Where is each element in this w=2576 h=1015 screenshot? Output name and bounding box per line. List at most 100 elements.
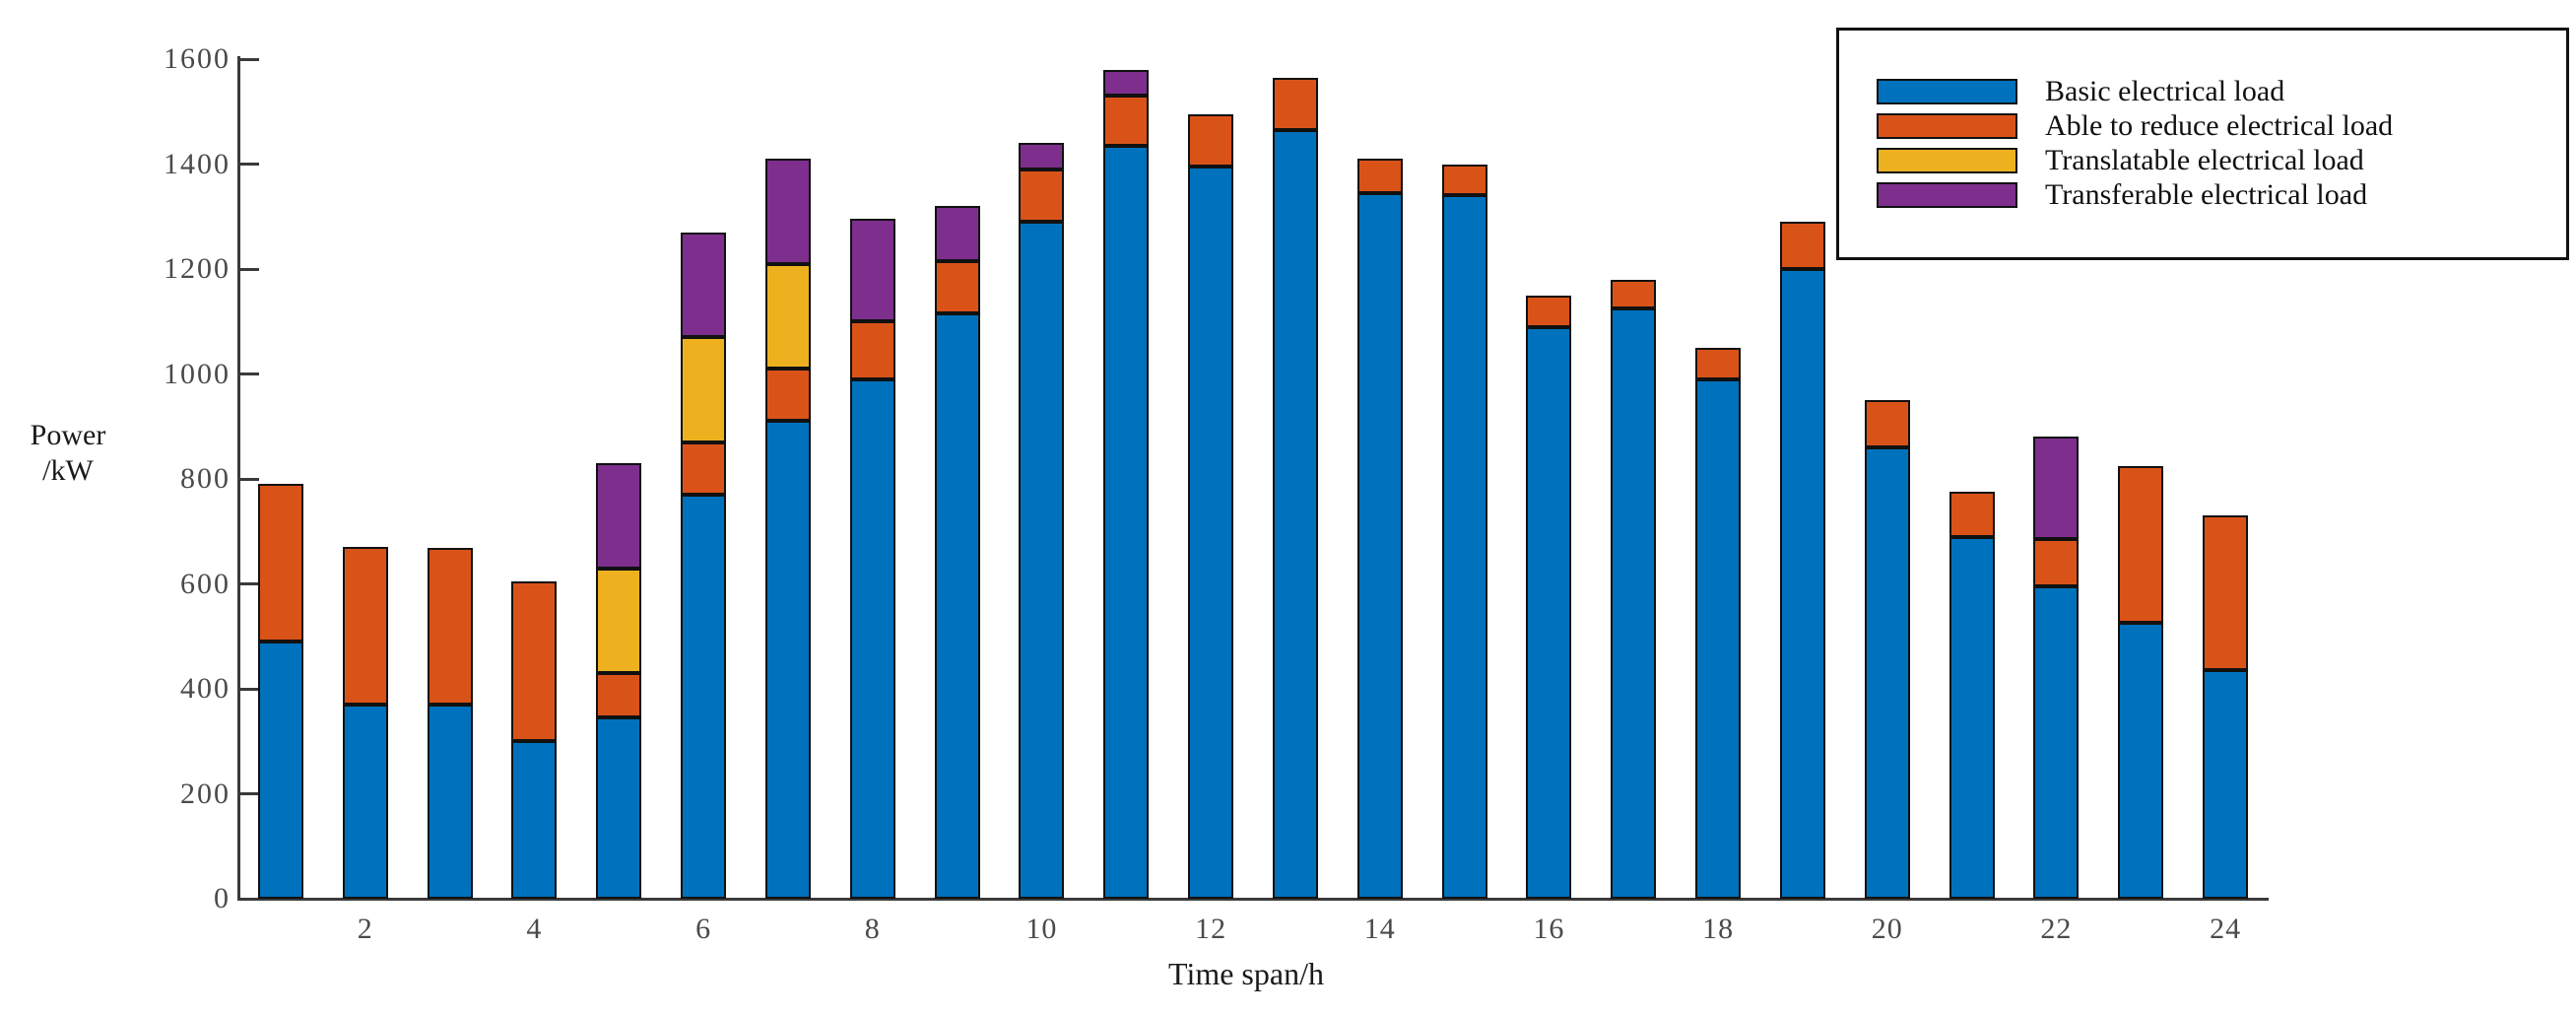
x-tick-label: 22 bbox=[2040, 913, 2073, 945]
bar-segment-h7-transferable bbox=[764, 159, 811, 264]
y-tick-label: 1600 bbox=[164, 42, 231, 75]
y-tick-mark bbox=[240, 372, 259, 375]
y-axis-title-line1: Power bbox=[30, 419, 106, 451]
y-axis-title-line2: /kW bbox=[42, 454, 94, 487]
x-axis-line bbox=[237, 898, 2269, 901]
bar-segment-h1-basic bbox=[257, 642, 303, 899]
bar-segment-h10-basic bbox=[1019, 222, 1065, 899]
y-tick-label: 600 bbox=[180, 567, 231, 600]
bar-segment-h7-translatable bbox=[764, 263, 811, 370]
y-axis-title: Power /kW bbox=[6, 418, 130, 489]
legend: Basic electrical load Able to reduce elec… bbox=[1836, 28, 2569, 260]
y-tick-mark bbox=[240, 163, 259, 166]
bar-segment-h9-able bbox=[934, 261, 980, 314]
y-tick-mark bbox=[240, 267, 259, 271]
y-tick-mark bbox=[240, 897, 259, 901]
bar-segment-h5-basic bbox=[596, 717, 642, 899]
y-tick-label: 200 bbox=[180, 777, 231, 810]
x-tick-label: 14 bbox=[1363, 913, 1396, 945]
legend-label: Transferable electrical load bbox=[2045, 177, 2368, 211]
bar-segment-h10-transferable bbox=[1019, 143, 1065, 169]
bar-segment-h22-transferable bbox=[2033, 437, 2080, 540]
bar-segment-h24-basic bbox=[2203, 670, 2249, 899]
bar-segment-h9-transferable bbox=[934, 206, 980, 261]
legend-label: Translatable electrical load bbox=[2045, 143, 2364, 176]
bar-segment-h20-basic bbox=[1864, 447, 1910, 899]
bar-segment-h8-basic bbox=[849, 378, 895, 899]
bar-segment-h8-transferable bbox=[849, 219, 895, 322]
x-tick-label: 18 bbox=[1702, 913, 1735, 945]
bar-segment-h22-basic bbox=[2033, 586, 2080, 899]
legend-row: Transferable electrical load bbox=[1839, 177, 2566, 212]
bar-segment-h14-basic bbox=[1356, 192, 1403, 899]
y-tick-mark bbox=[240, 582, 259, 585]
bar-segment-h13-basic bbox=[1272, 129, 1318, 899]
bar-segment-h23-basic bbox=[2118, 623, 2164, 899]
bar-segment-h15-able bbox=[1441, 164, 1487, 196]
bar-segment-h20-able bbox=[1864, 400, 1910, 448]
x-tick-label: 12 bbox=[1195, 913, 1227, 945]
bar-segment-h21-able bbox=[1949, 492, 1995, 537]
y-tick-label: 0 bbox=[214, 882, 231, 914]
bar-segment-h12-able bbox=[1188, 113, 1234, 168]
bar-segment-h4-able bbox=[511, 580, 558, 742]
bar-segment-h7-basic bbox=[764, 421, 811, 899]
bar-segment-h4-basic bbox=[511, 741, 558, 899]
legend-swatch-able-icon bbox=[1877, 112, 2017, 139]
y-axis-line bbox=[237, 56, 240, 901]
legend-swatch-transferable-icon bbox=[1877, 181, 2017, 208]
bar-segment-h18-basic bbox=[1695, 378, 1742, 899]
bar-segment-h6-basic bbox=[681, 494, 727, 899]
bar-segment-h5-able bbox=[596, 673, 642, 718]
bar-segment-h17-able bbox=[1611, 279, 1657, 308]
bar-segment-h7-able bbox=[764, 369, 811, 422]
legend-swatch-basic-icon bbox=[1877, 78, 2017, 104]
y-tick-mark bbox=[240, 792, 259, 795]
bar-segment-h24-able bbox=[2203, 515, 2249, 671]
bar-segment-h10-able bbox=[1019, 169, 1065, 223]
x-tick-label: 20 bbox=[1871, 913, 1903, 945]
bar-segment-h11-basic bbox=[1103, 145, 1150, 899]
bar-segment-h16-basic bbox=[1526, 326, 1572, 899]
bar-segment-h9-basic bbox=[934, 313, 980, 899]
legend-row: Basic electrical load bbox=[1839, 74, 2566, 108]
bar-segment-h6-able bbox=[681, 441, 727, 495]
x-axis-title: Time span/h bbox=[1168, 956, 1324, 991]
bar-segment-h11-able bbox=[1103, 96, 1150, 146]
bar-segment-h2-able bbox=[342, 547, 388, 705]
x-tick-label: 24 bbox=[2210, 913, 2242, 945]
bar-segment-h5-transferable bbox=[596, 463, 642, 569]
bar-segment-h22-able bbox=[2033, 539, 2080, 587]
bar-segment-h11-transferable bbox=[1103, 69, 1150, 97]
x-tick-label: 6 bbox=[695, 913, 712, 945]
y-tick-label: 1400 bbox=[164, 147, 231, 180]
y-tick-label: 400 bbox=[180, 672, 231, 705]
bar-segment-h19-basic bbox=[1779, 269, 1825, 899]
bar-segment-h3-able bbox=[427, 548, 473, 705]
bar-segment-h23-able bbox=[2118, 465, 2164, 624]
bar-segment-h14-able bbox=[1356, 159, 1403, 193]
bar-segment-h21-basic bbox=[1949, 536, 1995, 899]
legend-label: Able to reduce electrical load bbox=[2045, 108, 2394, 142]
bar-segment-h6-transferable bbox=[681, 232, 727, 338]
bar-segment-h8-able bbox=[849, 321, 895, 379]
legend-swatch-translatable-icon bbox=[1877, 147, 2017, 173]
y-tick-label: 1000 bbox=[164, 357, 231, 390]
bar-segment-h19-able bbox=[1779, 222, 1825, 269]
legend-label: Basic electrical load bbox=[2045, 74, 2285, 107]
x-tick-label: 16 bbox=[1533, 913, 1565, 945]
bar-segment-h6-translatable bbox=[681, 337, 727, 442]
bar-segment-h16-able bbox=[1526, 295, 1572, 327]
legend-row: Able to reduce electrical load bbox=[1839, 108, 2566, 143]
y-tick-mark bbox=[240, 57, 259, 61]
y-tick-label: 1200 bbox=[164, 252, 231, 285]
y-tick-mark bbox=[240, 687, 259, 691]
bar-segment-h12-basic bbox=[1188, 167, 1234, 899]
y-tick-label: 800 bbox=[180, 462, 231, 495]
bar-segment-h17-basic bbox=[1611, 307, 1657, 899]
bar-segment-h2-basic bbox=[342, 704, 388, 899]
bar-segment-h15-basic bbox=[1441, 195, 1487, 899]
bar-segment-h13-able bbox=[1272, 77, 1318, 130]
x-tick-label: 8 bbox=[864, 913, 881, 945]
